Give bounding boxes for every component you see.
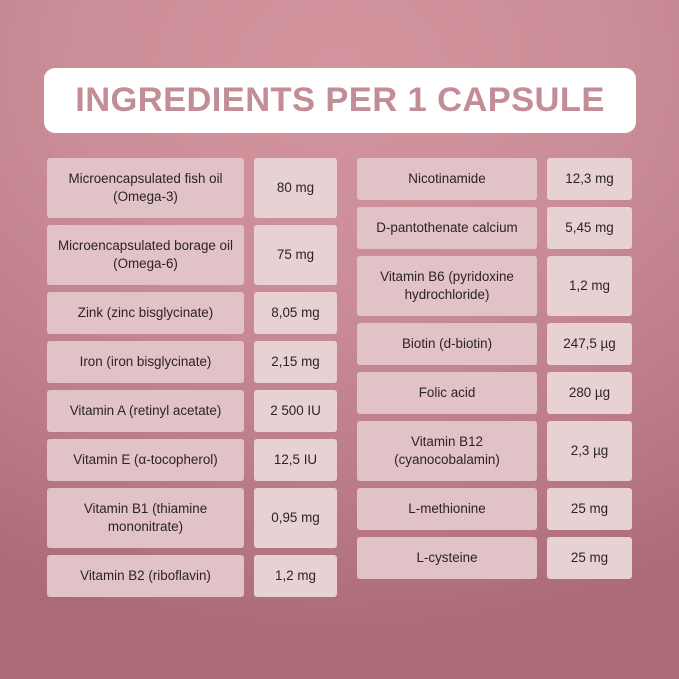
ingredient-amount: 80 mg — [254, 158, 337, 218]
table-row: Iron (iron bisglycinate) 2,15 mg — [47, 341, 337, 383]
table-row: Biotin (d-biotin) 247,5 µg — [357, 323, 632, 365]
table-row: Vitamin E (α-tocopherol) 12,5 IU — [47, 439, 337, 481]
ingredient-amount: 280 µg — [547, 372, 632, 414]
table-row: Nicotinamide 12,3 mg — [357, 158, 632, 200]
ingredient-amount: 12,3 mg — [547, 158, 632, 200]
ingredient-amount: 247,5 µg — [547, 323, 632, 365]
ingredient-name: Microencapsulated fish oil (Omega-3) — [47, 158, 244, 218]
ingredient-amount: 25 mg — [547, 488, 632, 530]
ingredient-amount: 1,2 mg — [254, 555, 337, 597]
ingredient-name: Biotin (d-biotin) — [357, 323, 537, 365]
ingredient-name: Vitamin B2 (riboflavin) — [47, 555, 244, 597]
table-row: Vitamin A (retinyl acetate) 2 500 IU — [47, 390, 337, 432]
ingredient-amount: 75 mg — [254, 225, 337, 285]
ingredient-name: L-cysteine — [357, 537, 537, 579]
ingredient-name: L-methionine — [357, 488, 537, 530]
ingredient-name: Iron (iron bisglycinate) — [47, 341, 244, 383]
ingredient-amount: 2,15 mg — [254, 341, 337, 383]
ingredient-name: Folic acid — [357, 372, 537, 414]
ingredient-amount: 1,2 mg — [547, 256, 632, 316]
ingredients-column-right: Nicotinamide 12,3 mg D-pantothenate calciu… — [357, 158, 632, 597]
ingredient-amount: 25 mg — [547, 537, 632, 579]
table-row: Vitamin B6 (pyridoxine hydrochloride) 1,2… — [357, 256, 632, 316]
ingredient-name: Nicotinamide — [357, 158, 537, 200]
ingredient-amount: 2,3 µg — [547, 421, 632, 481]
table-row: Vitamin B12 (cyanocobalamin) 2,3 µg — [357, 421, 632, 481]
table-row: Microencapsulated borage oil (Omega-6) 75… — [47, 225, 337, 285]
ingredients-column-left: Microencapsulated fish oil (Omega-3) 80 m… — [47, 158, 337, 597]
table-row: L-cysteine 25 mg — [357, 537, 632, 579]
ingredient-name: Vitamin A (retinyl acetate) — [47, 390, 244, 432]
ingredient-amount: 12,5 IU — [254, 439, 337, 481]
ingredient-name: Vitamin B6 (pyridoxine hydrochloride) — [357, 256, 537, 316]
ingredient-amount: 0,95 mg — [254, 488, 337, 548]
ingredient-name: Zink (zinc bisglycinate) — [47, 292, 244, 334]
ingredient-name: D-pantothenate calcium — [357, 207, 537, 249]
table-row: D-pantothenate calcium 5,45 mg — [357, 207, 632, 249]
table-row: Microencapsulated fish oil (Omega-3) 80 m… — [47, 158, 337, 218]
ingredient-name: Microencapsulated borage oil (Omega-6) — [47, 225, 244, 285]
ingredient-amount: 2 500 IU — [254, 390, 337, 432]
table-row: Vitamin B1 (thiamine mononitrate) 0,95 mg — [47, 488, 337, 548]
ingredient-amount: 5,45 mg — [547, 207, 632, 249]
table-row: Folic acid 280 µg — [357, 372, 632, 414]
ingredient-name: Vitamin B12 (cyanocobalamin) — [357, 421, 537, 481]
page-title: INGREDIENTS PER 1 CAPSULE — [75, 81, 605, 120]
ingredients-table: Microencapsulated fish oil (Omega-3) 80 m… — [47, 158, 632, 597]
ingredient-name: Vitamin B1 (thiamine mononitrate) — [47, 488, 244, 548]
ingredient-name: Vitamin E (α-tocopherol) — [47, 439, 244, 481]
table-row: L-methionine 25 mg — [357, 488, 632, 530]
table-row: Zink (zinc bisglycinate) 8,05 mg — [47, 292, 337, 334]
table-row: Vitamin B2 (riboflavin) 1,2 mg — [47, 555, 337, 597]
ingredient-amount: 8,05 mg — [254, 292, 337, 334]
title-panel: INGREDIENTS PER 1 CAPSULE — [44, 68, 636, 133]
